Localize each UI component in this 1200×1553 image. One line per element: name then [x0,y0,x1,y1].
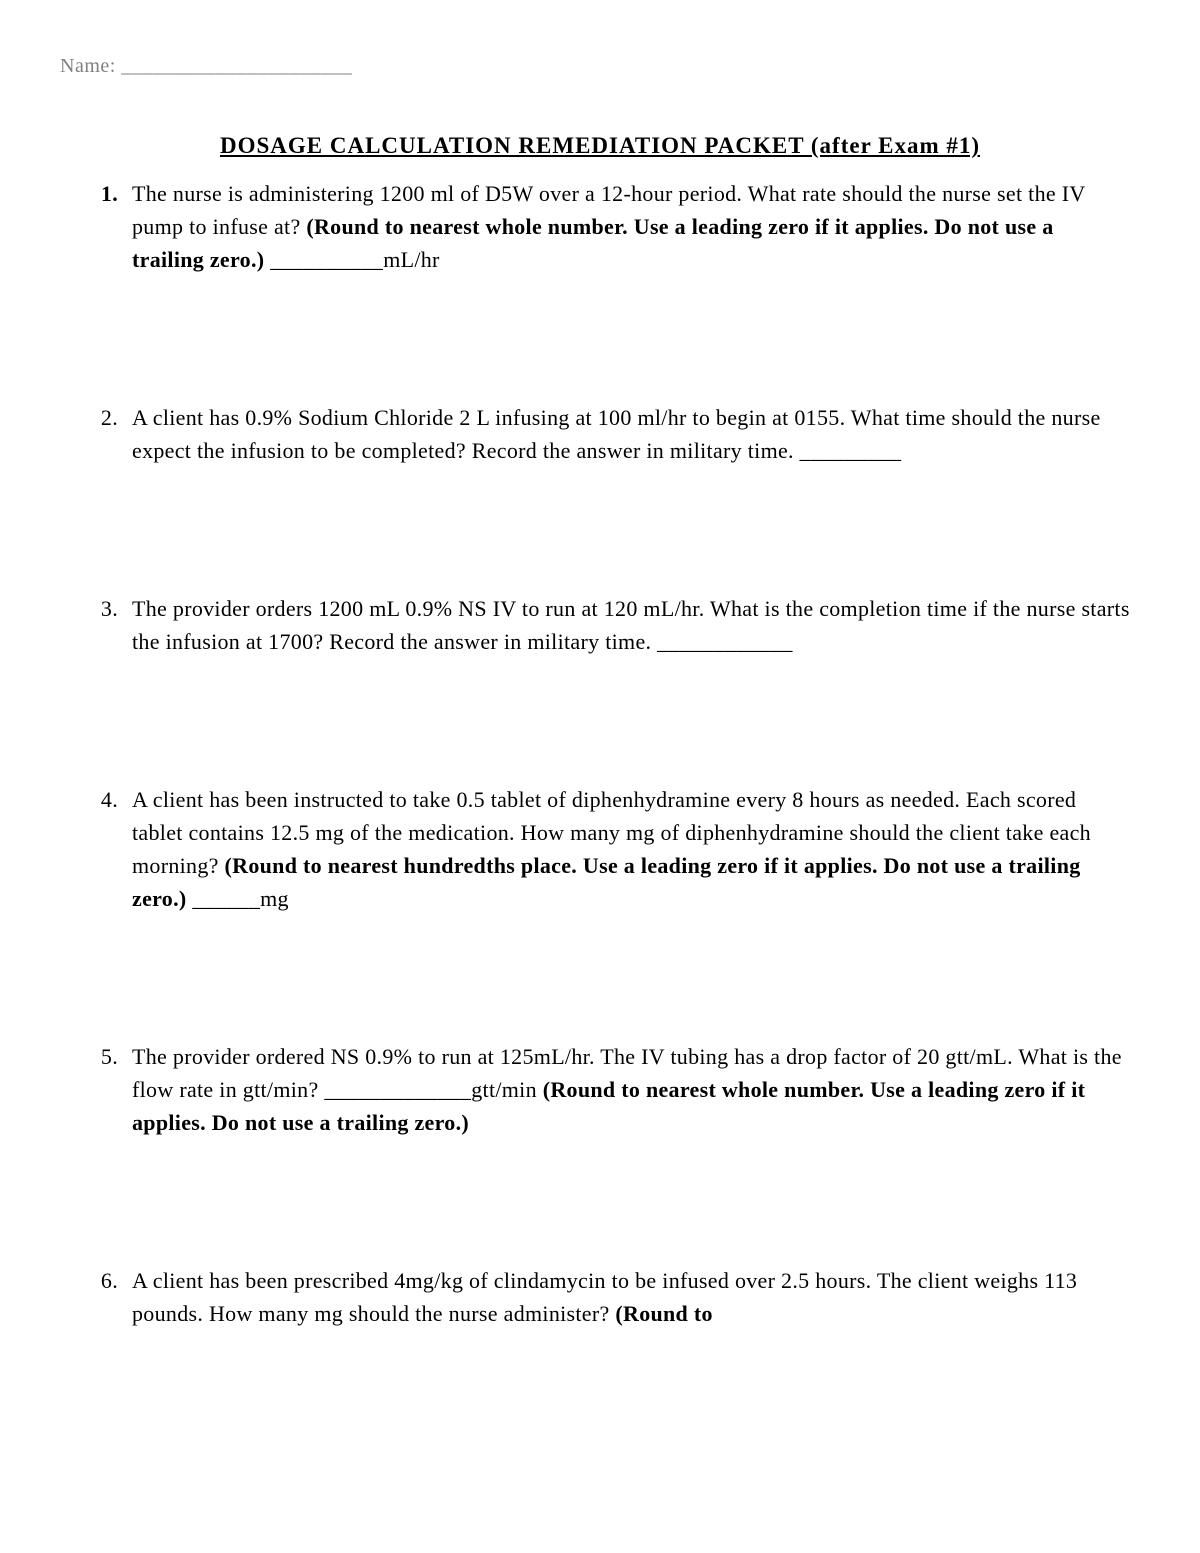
question-item: 6.A client has been prescribed 4mg/kg of… [90,1264,1130,1330]
question-item: 4.A client has been instructed to take 0… [90,783,1130,915]
question-number: 2. [90,401,132,467]
question-text-part: __________mL/hr [264,247,439,272]
question-text-part: The provider orders 1200 mL 0.9% NS IV t… [132,596,1130,654]
questions-list: 1.The nurse is administering 1200 ml of … [70,177,1130,1330]
question-text: A client has been prescribed 4mg/kg of c… [132,1264,1130,1330]
question-item: 5.The provider ordered NS 0.9% to run at… [90,1040,1130,1139]
question-number: 4. [90,783,132,915]
question-text-part: A client has been prescribed 4mg/kg of c… [132,1268,1077,1326]
question-text: The nurse is administering 1200 ml of D5… [132,177,1130,276]
question-item: 2.A client has 0.9% Sodium Chloride 2 L … [90,401,1130,467]
question-number: 5. [90,1040,132,1139]
question-number: 1. [90,177,132,276]
name-field[interactable]: Name: ______________________ [60,55,1130,78]
question-text: The provider orders 1200 mL 0.9% NS IV t… [132,592,1130,658]
question-text: A client has been instructed to take 0.5… [132,783,1130,915]
question-number: 3. [90,592,132,658]
question-text-part: A client has 0.9% Sodium Chloride 2 L in… [132,405,1101,463]
question-text-part: ______mg [187,886,289,911]
document-title: DOSAGE CALCULATION REMEDIATION PACKET (a… [70,133,1130,159]
question-number: 6. [90,1264,132,1330]
question-item: 3.The provider orders 1200 mL 0.9% NS IV… [90,592,1130,658]
question-text: A client has 0.9% Sodium Chloride 2 L in… [132,401,1130,467]
question-text-part: (Round to [615,1301,712,1326]
question-item: 1.The nurse is administering 1200 ml of … [90,177,1130,276]
question-text: The provider ordered NS 0.9% to run at 1… [132,1040,1130,1139]
